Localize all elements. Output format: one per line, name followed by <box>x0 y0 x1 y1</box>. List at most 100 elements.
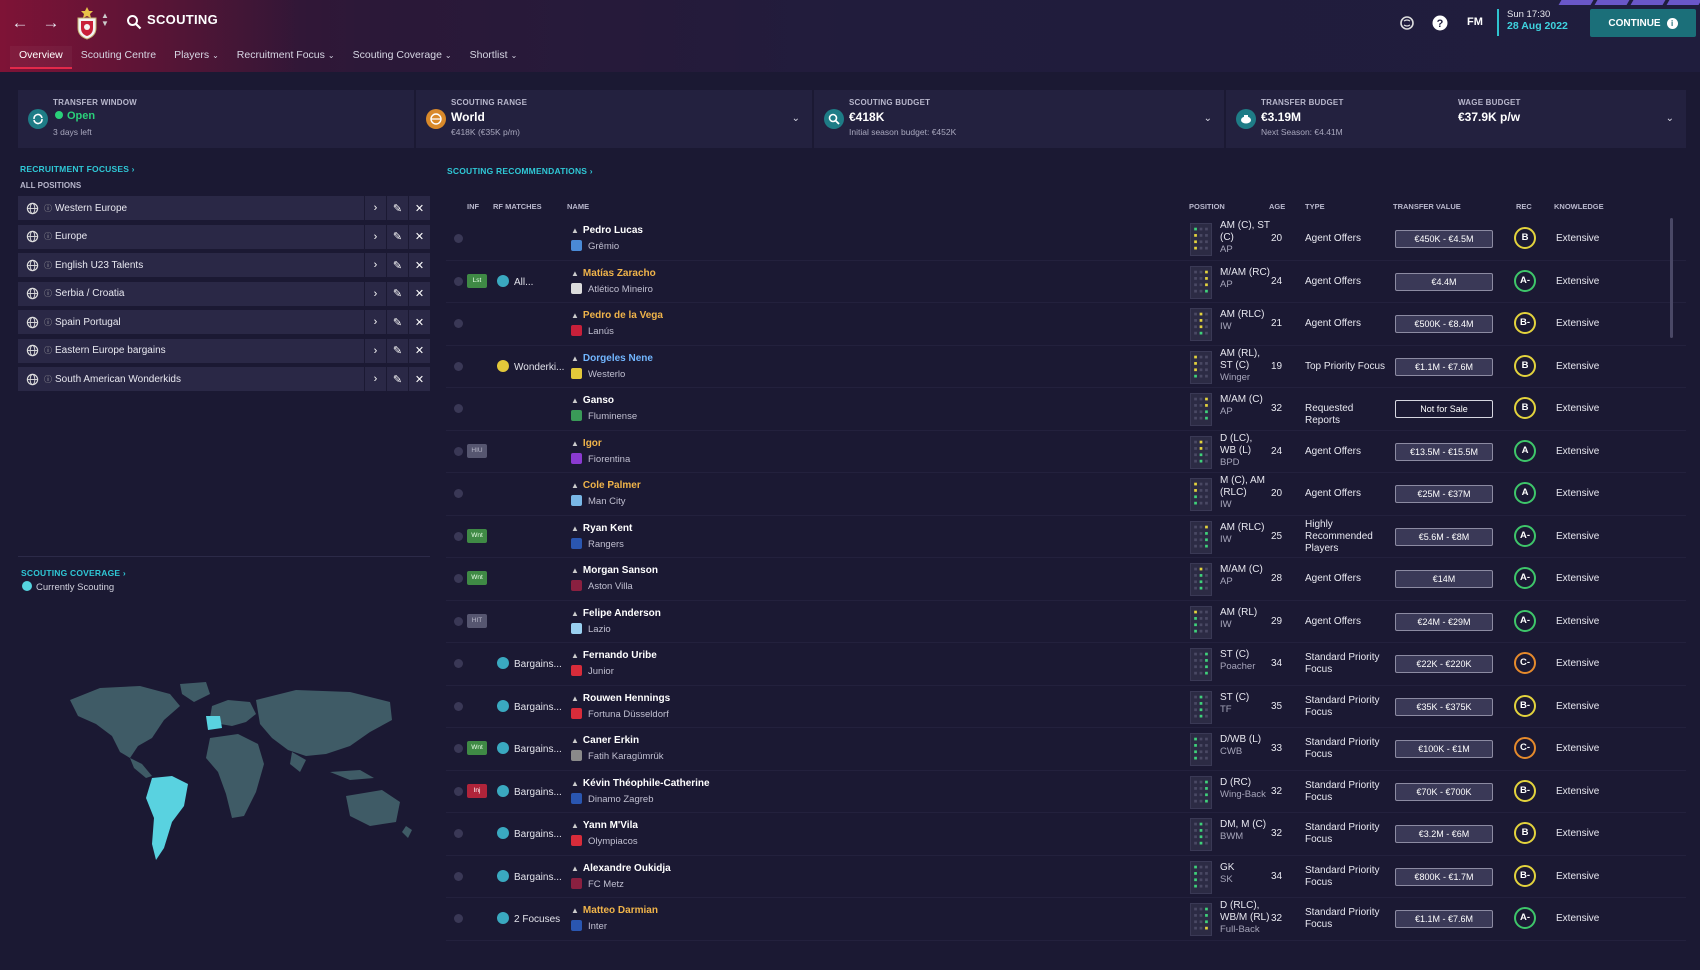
transfer-value[interactable]: €500K - €8.4M <box>1395 315 1493 333</box>
recommendation-grade[interactable]: A <box>1514 439 1536 462</box>
scouting-coverage-link[interactable]: SCOUTING COVERAGE › <box>21 568 126 578</box>
recommendation-grade[interactable]: C- <box>1514 737 1536 759</box>
player-name[interactable]: ▲ Morgan Sanson <box>571 565 658 576</box>
player-club[interactable]: Dinamo Zagreb <box>571 792 653 805</box>
table-row[interactable]: Bargains... ▲ Alexandre Oukidja FC Metz GK SK… <box>446 856 1686 898</box>
inf-status-dot[interactable] <box>454 531 463 541</box>
close-icon[interactable]: ✕ <box>408 310 430 334</box>
player-name[interactable]: ▲ Ryan Kent <box>571 522 633 534</box>
player-club[interactable]: Fiorentina <box>571 452 630 465</box>
player-name[interactable]: ▲ Dorgeles Nene <box>571 352 653 364</box>
player-name[interactable]: ▲ Alexandre Oukidja <box>571 862 671 874</box>
table-row[interactable]: Bargains... ▲ Yann M'Vila Olympiacos DM, M (… <box>446 813 1686 856</box>
recruitment-focus-open[interactable]: ⓘ Western Europe <box>18 196 364 220</box>
col-knowledge[interactable]: KNOWLEDGE <box>1554 202 1604 211</box>
recommendation-grade[interactable]: A <box>1514 482 1536 504</box>
player-name[interactable]: ▲ Cole Palmer <box>571 480 641 491</box>
status-badge[interactable]: Lst <box>467 273 487 288</box>
chevron-right-icon[interactable]: › <box>364 196 386 220</box>
player-name[interactable]: ▲ Pedro Lucas <box>571 225 643 236</box>
tab-scouting-coverage[interactable]: Scouting Coverage ⌄ <box>352 49 452 61</box>
recruitment-focus-open[interactable]: ⓘ English U23 Talents <box>18 253 364 277</box>
table-scrollbar[interactable] <box>1670 218 1673 338</box>
table-row[interactable]: HIU ▲ Igor Fiorentina D (LC), WB (L) BPD 24 Age… <box>446 431 1686 473</box>
chevron-right-icon[interactable]: › <box>364 310 386 334</box>
inf-status-dot[interactable] <box>454 786 463 796</box>
player-club[interactable]: Aston Villa <box>571 580 633 592</box>
scouting-range-panel[interactable]: SCOUTING RANGE World €418K (€35K p/m) ⌄ <box>416 90 814 148</box>
table-row[interactable]: Wnt ▲ Ryan Kent Rangers AM (RLC) IW 25 Highly R… <box>446 516 1686 558</box>
col-transfer-value[interactable]: TRANSFER VALUE <box>1393 202 1461 211</box>
table-row[interactable]: Wonderki... ▲ Dorgeles Nene Westerlo AM (RL)… <box>446 346 1686 388</box>
world-map[interactable] <box>60 680 420 870</box>
transfer-value[interactable]: Not for Sale <box>1395 400 1493 418</box>
close-icon[interactable]: ✕ <box>408 367 430 391</box>
col-rf-matches[interactable]: RF MATCHES <box>493 202 542 211</box>
player-name[interactable]: ▲ Rouwen Hennings <box>571 692 671 704</box>
recommendation-grade[interactable]: B- <box>1514 864 1536 887</box>
tab-overview[interactable]: Overview <box>10 46 72 69</box>
close-icon[interactable]: ✕ <box>408 224 430 249</box>
player-name[interactable]: ▲ Fernando Uribe <box>571 650 657 661</box>
col-age[interactable]: AGE <box>1269 202 1286 211</box>
recruitment-focus-open[interactable]: ⓘ South American Wonderkids <box>18 367 364 391</box>
transfer-value[interactable]: €800K - €1.7M <box>1395 867 1493 886</box>
inf-status-dot[interactable] <box>454 616 463 626</box>
transfer-value[interactable]: €22K - €220K <box>1395 655 1493 673</box>
table-row[interactable]: HIT ▲ Felipe Anderson Lazio AM (RL) IW 29 Agent… <box>446 601 1686 643</box>
inf-status-dot[interactable] <box>454 446 463 456</box>
transfer-value[interactable]: €5.6M - €8M <box>1395 527 1493 546</box>
edit-icon[interactable]: ✎ <box>386 338 408 363</box>
rf-matches[interactable]: Bargains... <box>497 742 562 755</box>
inf-status-dot[interactable] <box>454 489 463 498</box>
player-name[interactable]: ▲ Felipe Anderson <box>571 607 661 619</box>
player-club[interactable]: Fatih Karagümrük <box>571 750 664 762</box>
club-switch-icon[interactable]: ▲ ▼ <box>101 11 109 28</box>
recommendation-grade[interactable]: A- <box>1514 567 1536 589</box>
recommendation-grade[interactable]: A- <box>1514 907 1536 929</box>
recommendation-grade[interactable]: B- <box>1514 779 1536 802</box>
transfer-value[interactable]: €70K - €700K <box>1395 782 1493 801</box>
edit-icon[interactable]: ✎ <box>386 281 408 306</box>
recommendation-grade[interactable]: A- <box>1514 609 1536 632</box>
rf-matches[interactable]: Bargains... <box>497 699 562 713</box>
player-club[interactable]: Man City <box>571 495 625 507</box>
tab-recruitment-focus[interactable]: Recruitment Focus ⌄ <box>236 49 335 61</box>
transfer-value[interactable]: €4.4M <box>1395 272 1493 291</box>
status-badge[interactable]: Wnt <box>467 741 487 755</box>
transfer-value[interactable]: €3.2M - €6M <box>1395 825 1493 843</box>
player-club[interactable]: Inter <box>571 920 607 932</box>
recruitment-focus-open[interactable]: ⓘ Europe <box>18 225 364 249</box>
recruitment-focus-open[interactable]: ⓘ Serbia / Croatia <box>18 282 364 306</box>
player-club[interactable]: FC Metz <box>571 877 624 890</box>
recommendation-grade[interactable]: C- <box>1514 652 1536 674</box>
player-club[interactable]: Grêmio <box>571 240 619 252</box>
status-badge[interactable]: Wnt <box>467 571 487 585</box>
player-club[interactable]: Westerlo <box>571 367 625 380</box>
search-icon[interactable] <box>126 14 142 30</box>
edit-icon[interactable]: ✎ <box>386 253 408 277</box>
col-name[interactable]: NAME <box>567 202 590 211</box>
transfer-value[interactable]: €1.1M - €7.6M <box>1395 357 1493 376</box>
recruitment-focuses-link[interactable]: RECRUITMENT FOCUSES › <box>20 164 135 174</box>
status-badge[interactable]: HIT <box>467 613 487 628</box>
recommendation-grade[interactable]: B <box>1514 397 1536 419</box>
transfer-value[interactable]: €24M - €29M <box>1395 612 1493 631</box>
inf-status-dot[interactable] <box>454 701 463 711</box>
player-club[interactable]: Rangers <box>571 537 624 550</box>
rf-matches[interactable]: Wonderki... <box>497 359 564 373</box>
chevron-right-icon[interactable]: › <box>364 224 386 249</box>
recommendation-grade[interactable]: A- <box>1514 269 1536 292</box>
player-name[interactable]: ▲ Matteo Darmian <box>571 905 658 916</box>
player-name[interactable]: ▲ Ganso <box>571 395 615 406</box>
player-name[interactable]: ▲ Matías Zaracho <box>571 267 656 279</box>
transfer-value[interactable]: €35K - €375K <box>1395 697 1493 716</box>
budget-panel[interactable]: TRANSFER BUDGET €3.19M Next Season: €4.4… <box>1226 90 1686 148</box>
tab-shortlist[interactable]: Shortlist ⌄ <box>469 49 518 61</box>
player-name[interactable]: ▲ Igor <box>571 437 602 449</box>
transfer-value[interactable]: €25M - €37M <box>1395 485 1493 503</box>
player-name[interactable]: ▲ Yann M'Vila <box>571 820 638 831</box>
close-icon[interactable]: ✕ <box>408 281 430 306</box>
recommendation-grade[interactable]: B- <box>1514 312 1536 334</box>
edit-icon[interactable]: ✎ <box>386 224 408 249</box>
